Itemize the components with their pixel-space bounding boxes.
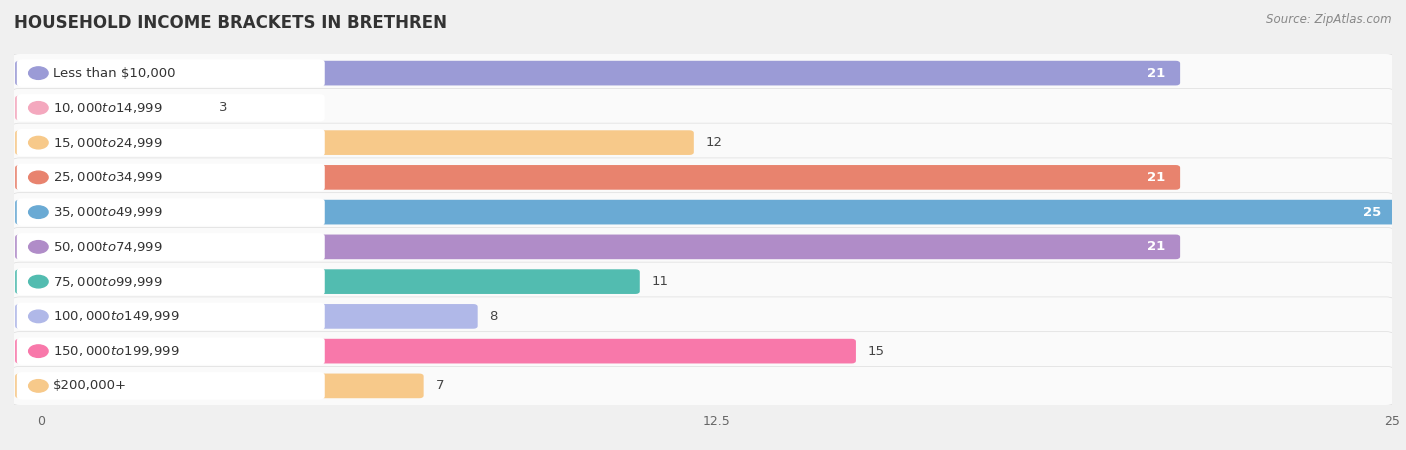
FancyBboxPatch shape xyxy=(15,165,1180,190)
FancyBboxPatch shape xyxy=(11,193,1395,232)
FancyBboxPatch shape xyxy=(15,374,423,398)
FancyBboxPatch shape xyxy=(15,269,640,294)
FancyBboxPatch shape xyxy=(11,88,1395,127)
Text: 8: 8 xyxy=(489,310,498,323)
Text: $200,000+: $200,000+ xyxy=(53,379,127,392)
Text: HOUSEHOLD INCOME BRACKETS IN BRETHREN: HOUSEHOLD INCOME BRACKETS IN BRETHREN xyxy=(14,14,447,32)
FancyBboxPatch shape xyxy=(15,95,208,120)
Circle shape xyxy=(28,380,48,392)
Text: $15,000 to $24,999: $15,000 to $24,999 xyxy=(53,135,163,149)
FancyBboxPatch shape xyxy=(11,332,1395,371)
FancyBboxPatch shape xyxy=(17,198,325,226)
FancyBboxPatch shape xyxy=(17,94,325,122)
FancyBboxPatch shape xyxy=(17,129,325,156)
FancyBboxPatch shape xyxy=(17,59,325,87)
Text: $100,000 to $149,999: $100,000 to $149,999 xyxy=(53,310,180,324)
FancyBboxPatch shape xyxy=(15,339,856,364)
FancyBboxPatch shape xyxy=(11,366,1395,405)
Text: $50,000 to $74,999: $50,000 to $74,999 xyxy=(53,240,163,254)
Text: $25,000 to $34,999: $25,000 to $34,999 xyxy=(53,171,163,184)
FancyBboxPatch shape xyxy=(17,164,325,191)
Circle shape xyxy=(28,275,48,288)
Text: 12: 12 xyxy=(706,136,723,149)
Circle shape xyxy=(28,241,48,253)
Circle shape xyxy=(28,345,48,357)
FancyBboxPatch shape xyxy=(11,297,1395,336)
Text: Source: ZipAtlas.com: Source: ZipAtlas.com xyxy=(1267,14,1392,27)
Text: 3: 3 xyxy=(219,101,228,114)
Text: Less than $10,000: Less than $10,000 xyxy=(53,67,176,80)
Text: 21: 21 xyxy=(1147,171,1166,184)
Circle shape xyxy=(28,102,48,114)
Text: $75,000 to $99,999: $75,000 to $99,999 xyxy=(53,274,163,288)
Circle shape xyxy=(28,171,48,184)
FancyBboxPatch shape xyxy=(11,158,1395,197)
Text: 11: 11 xyxy=(651,275,669,288)
FancyBboxPatch shape xyxy=(17,303,325,330)
FancyBboxPatch shape xyxy=(17,372,325,400)
Circle shape xyxy=(28,67,48,79)
Text: 21: 21 xyxy=(1147,67,1166,80)
Text: $150,000 to $199,999: $150,000 to $199,999 xyxy=(53,344,180,358)
FancyBboxPatch shape xyxy=(11,262,1395,301)
Text: 25: 25 xyxy=(1362,206,1381,219)
FancyBboxPatch shape xyxy=(15,234,1180,259)
FancyBboxPatch shape xyxy=(15,130,693,155)
Text: $10,000 to $14,999: $10,000 to $14,999 xyxy=(53,101,163,115)
Circle shape xyxy=(28,136,48,149)
FancyBboxPatch shape xyxy=(15,304,478,328)
Text: $35,000 to $49,999: $35,000 to $49,999 xyxy=(53,205,163,219)
Text: 7: 7 xyxy=(436,379,444,392)
Text: 21: 21 xyxy=(1147,240,1166,253)
FancyBboxPatch shape xyxy=(17,233,325,261)
FancyBboxPatch shape xyxy=(17,268,325,295)
FancyBboxPatch shape xyxy=(11,54,1395,93)
FancyBboxPatch shape xyxy=(11,227,1395,266)
FancyBboxPatch shape xyxy=(11,123,1395,162)
FancyBboxPatch shape xyxy=(15,200,1396,225)
FancyBboxPatch shape xyxy=(17,338,325,365)
FancyBboxPatch shape xyxy=(15,61,1180,86)
Circle shape xyxy=(28,310,48,323)
Circle shape xyxy=(28,206,48,218)
Text: 15: 15 xyxy=(868,345,884,358)
